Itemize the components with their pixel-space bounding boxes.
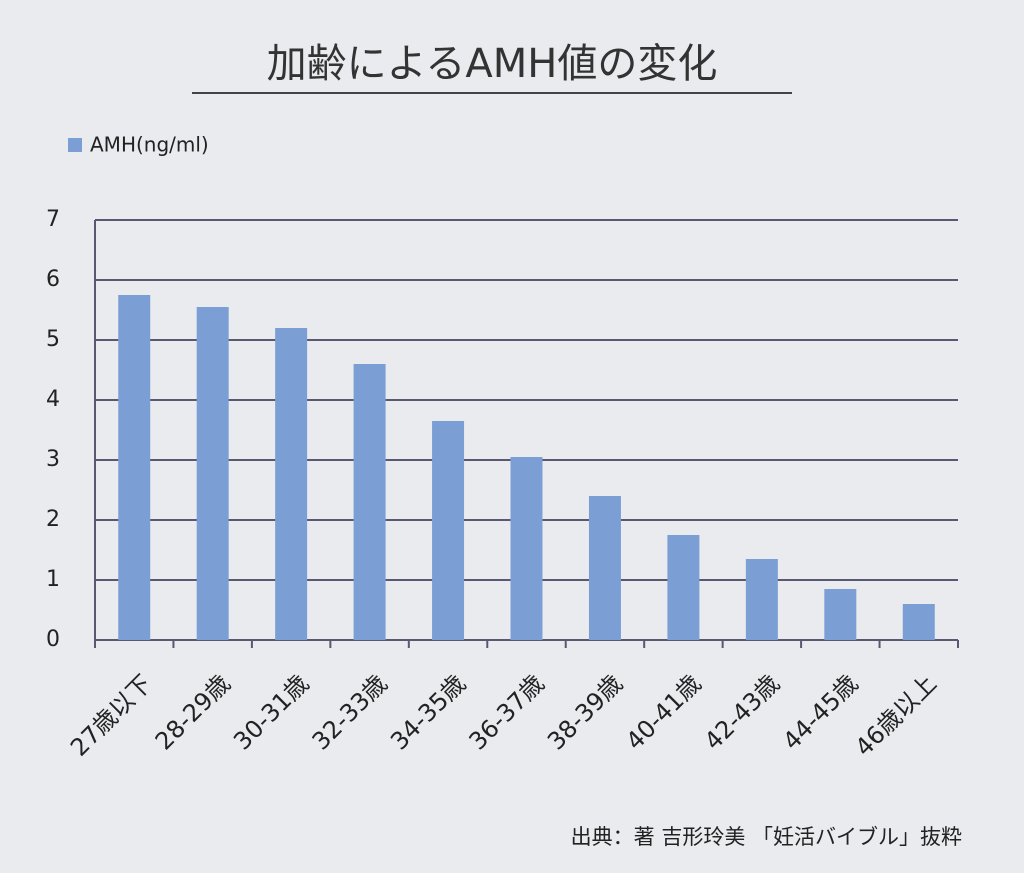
y-tick-label: 3 [46, 447, 60, 472]
source-note: 出典：著 吉形玲美 「妊活バイブル」抜粋 [571, 825, 962, 849]
bar [902, 604, 935, 640]
bar [588, 496, 621, 640]
y-tick-label: 2 [46, 507, 60, 532]
y-tick-label: 1 [46, 567, 60, 592]
bar [432, 421, 465, 640]
bar [667, 535, 700, 640]
bar [745, 559, 778, 640]
bar [275, 328, 308, 640]
bar [196, 307, 229, 640]
legend-swatch [68, 138, 82, 152]
y-tick-label: 0 [46, 627, 60, 652]
bar [353, 364, 386, 640]
y-tick-label: 5 [46, 327, 60, 352]
chart-title: 加齢によるAMH値の変化 [267, 41, 718, 87]
legend-label: AMH(ng/ml) [90, 133, 209, 157]
bar [824, 589, 857, 640]
y-tick-label: 7 [46, 207, 60, 232]
bar [118, 295, 151, 640]
y-tick-label: 6 [46, 267, 60, 292]
bar [510, 457, 543, 640]
y-tick-label: 4 [46, 387, 60, 412]
